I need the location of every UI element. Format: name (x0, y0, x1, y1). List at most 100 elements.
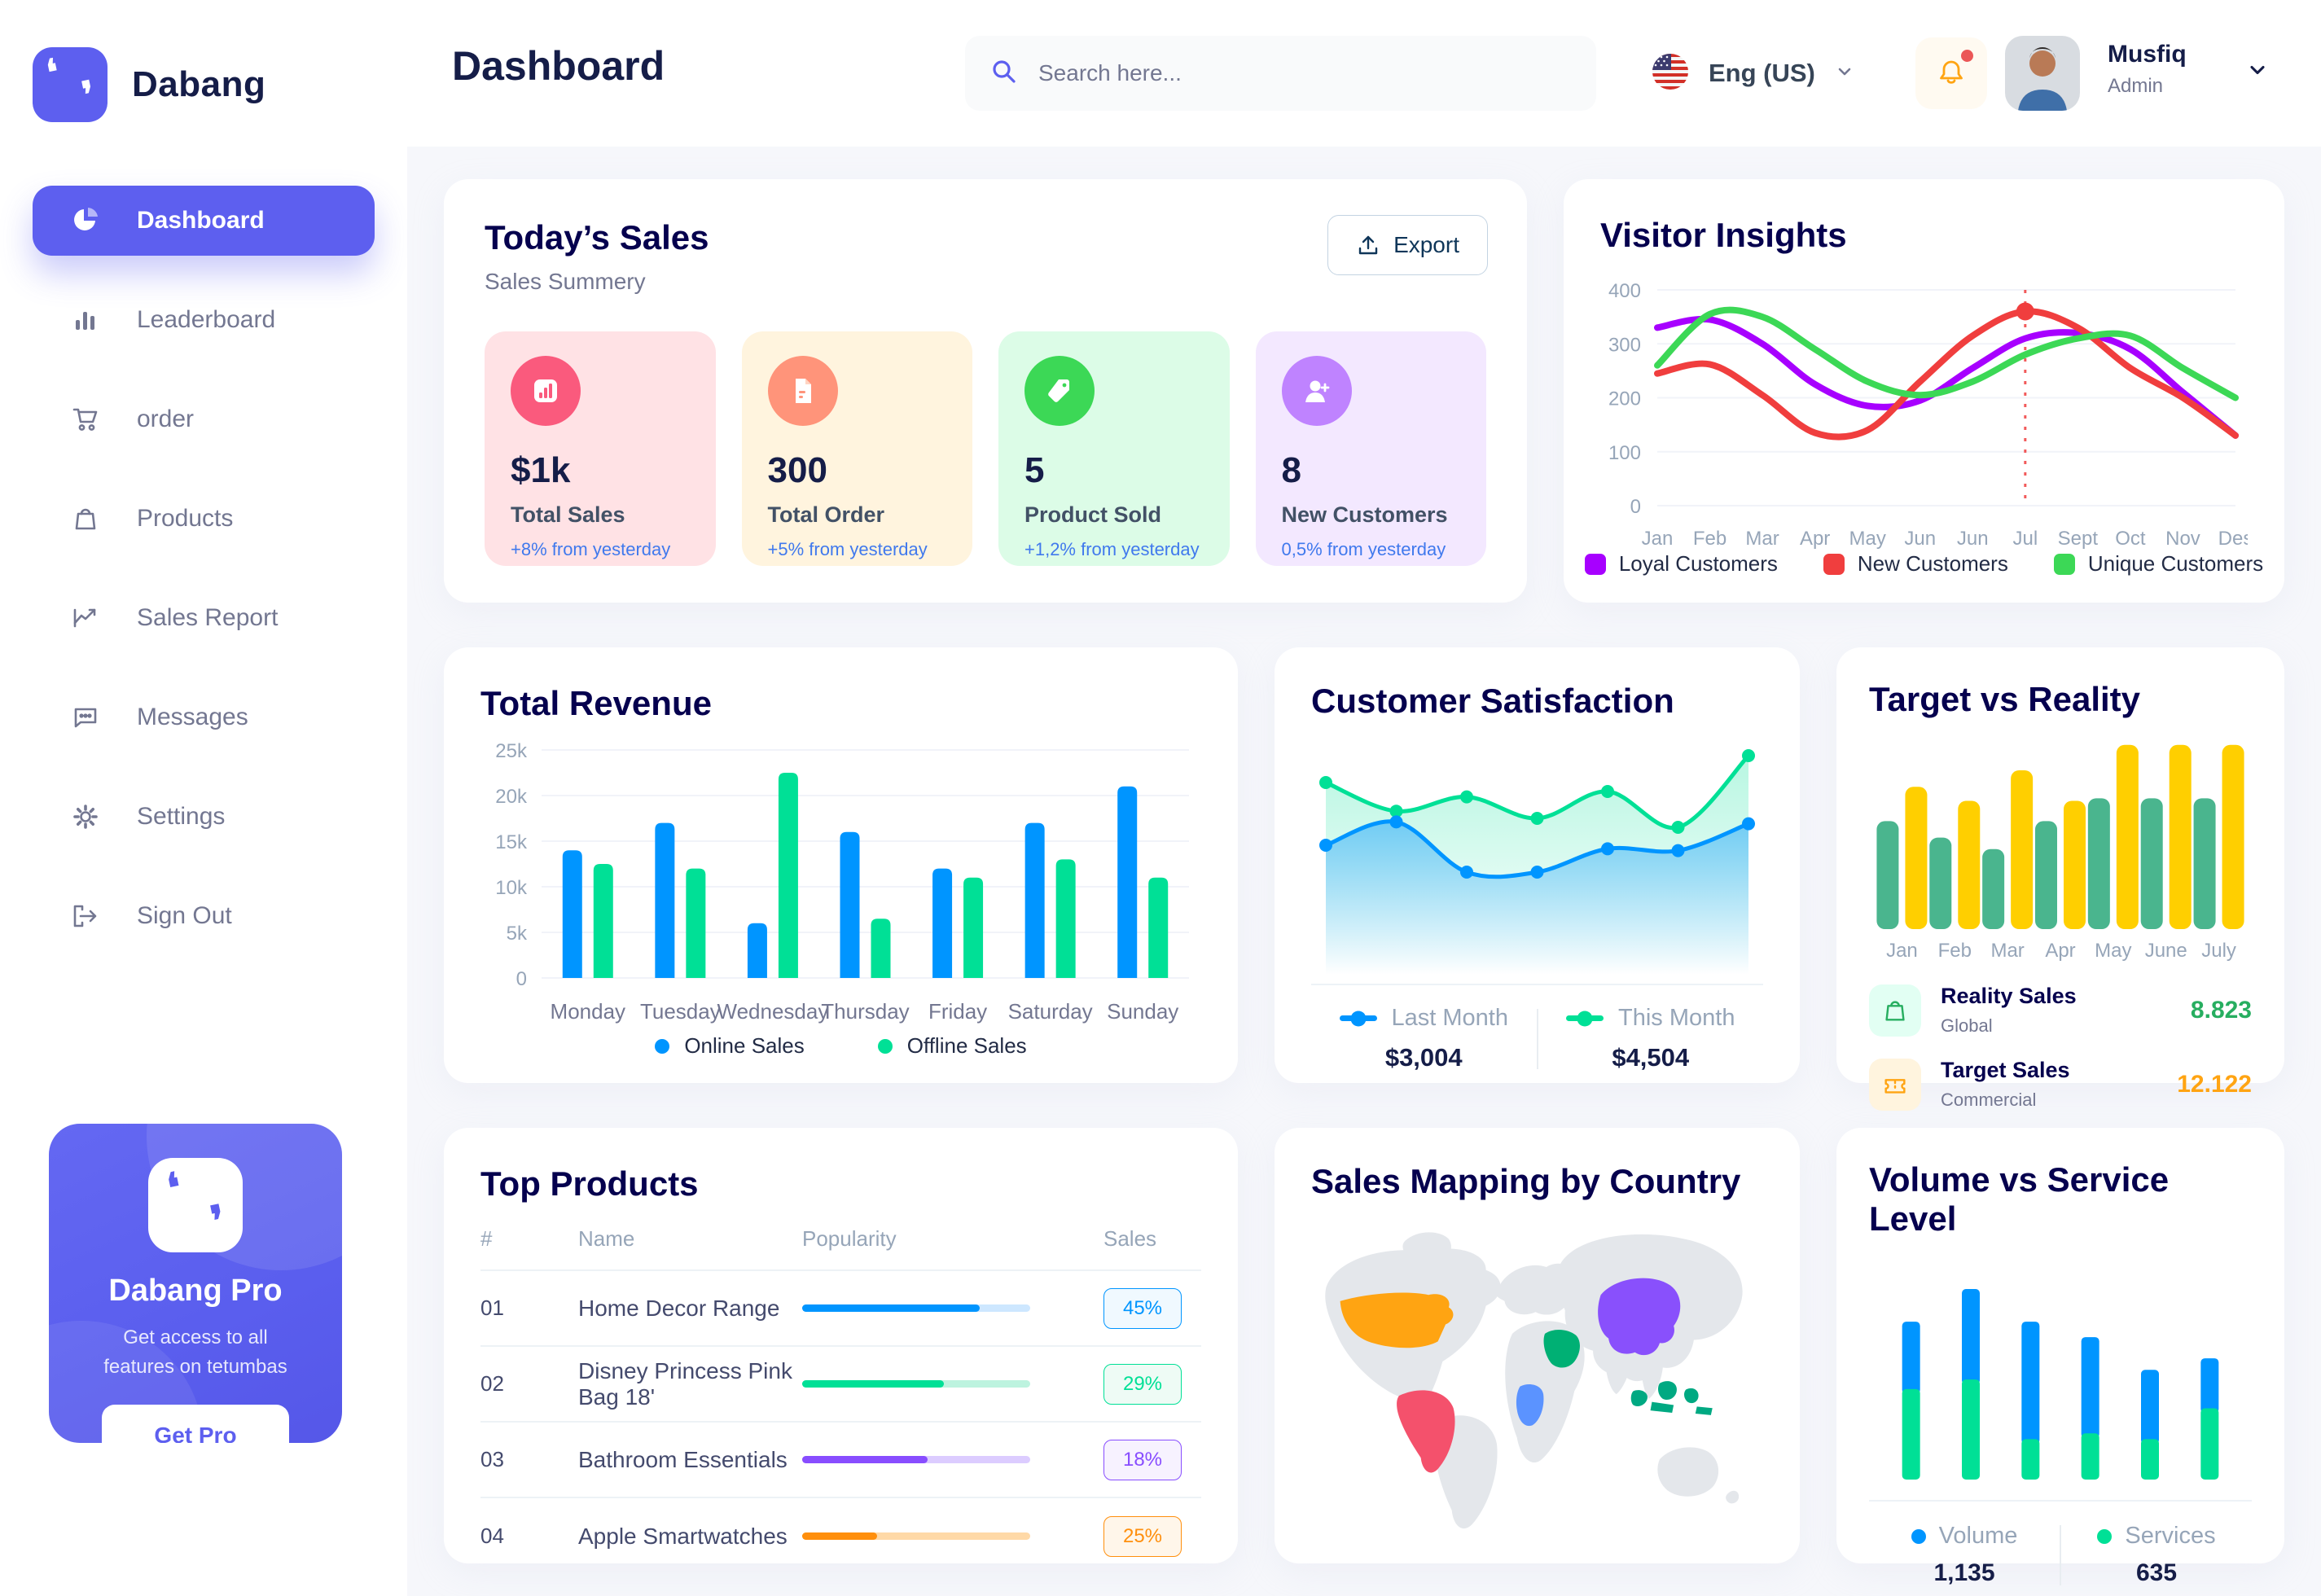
sidebar-item-label: Messages (137, 704, 248, 730)
search-input[interactable] (1038, 60, 1572, 86)
loyal-customers-swatch (1584, 553, 1606, 575)
svg-text:200: 200 (1608, 388, 1641, 410)
customer-satisfaction-title: Customer Satisfaction (1311, 682, 1674, 720)
sidebar-item-label: Sign Out (137, 902, 232, 929)
volume-vs-service-title: Volume vs Service Level (1869, 1160, 2170, 1238)
sidebar-item-leaderboard[interactable]: Leaderboard (33, 285, 375, 355)
svg-text:Sunday: Sunday (1107, 999, 1178, 1024)
svg-text:Tuesday: Tuesday (640, 999, 721, 1024)
user-chevron-down-icon[interactable] (2246, 59, 2269, 86)
last-month-value: $3,004 (1384, 1043, 1463, 1072)
unique-customers-swatch (2053, 553, 2075, 575)
services-legend-item: Services 635 (2061, 1523, 2252, 1587)
cart-icon (70, 404, 101, 435)
todays-sales-card: Today’s Sales Sales Summery Export $1k T… (444, 179, 1527, 603)
sidebar-item-settings[interactable]: Settings (33, 782, 375, 852)
sales-badge: 45% (1103, 1287, 1182, 1329)
new-zealand-shape (1726, 1490, 1740, 1504)
export-button[interactable]: Export (1327, 215, 1488, 275)
australia-shape (1657, 1447, 1719, 1497)
search-bar[interactable] (965, 36, 1596, 111)
sidebar-item-label: Settings (137, 803, 226, 830)
popularity-bar (802, 1380, 1030, 1388)
svg-text:Des: Des (2218, 528, 2248, 550)
svg-text:May: May (2095, 940, 2131, 962)
language-selector[interactable]: Eng (US) (1652, 39, 1854, 107)
svg-text:Nov: Nov (2165, 528, 2200, 550)
bar-chart-icon (70, 305, 101, 335)
user-name: Musfiq (2108, 41, 2187, 68)
sign-out-icon (70, 901, 101, 932)
volume-vs-service-legend: Volume 1,135 Services 635 (1869, 1523, 2252, 1587)
svg-text:Wednesday: Wednesday (717, 999, 829, 1024)
stat-total-order: 300 Total Order +5% from yesterday (741, 331, 972, 566)
search-icon (989, 57, 1019, 90)
europe-shape (1495, 1263, 1579, 1315)
total-revenue-card: Total Revenue 0 5k 10k 15k 20k 25k Monday Tuesd… (444, 647, 1238, 1083)
this-month-marker (1566, 1011, 1604, 1026)
sales-badge: 18% (1103, 1439, 1182, 1480)
sales-badge: 25% (1103, 1515, 1182, 1557)
svg-text:Apr: Apr (1800, 528, 1830, 550)
online-sales-dot (655, 1038, 670, 1054)
customer-satisfaction-card: Customer Satisfaction Last Month $3,004 … (1275, 647, 1800, 1083)
sidebar-item-label: Dashboard (137, 207, 265, 234)
total-revenue-legend: Online Sales Offline Sales (444, 1033, 1238, 1059)
brand: ❛ ❜ Dabang (0, 0, 407, 122)
sidebar-nav: Dashboard Leaderboard order Products Sal… (0, 186, 407, 951)
svg-text:10k: 10k (495, 877, 528, 899)
promo-subtitle: Get access to all features on tetumbas (103, 1326, 287, 1378)
last-month-legend-item: Last Month $3,004 (1311, 1005, 1537, 1072)
country-usa (1340, 1292, 1454, 1348)
tag-icon (1024, 356, 1095, 426)
sidebar-item-label: order (137, 406, 195, 432)
dabang-pro-promo-card: ❛ ❜ Dabang Pro Get access to all features… (49, 1124, 342, 1443)
dabang-logo-icon: ❛ ❜ (33, 47, 107, 122)
us-flag-icon (1652, 53, 1689, 94)
offline-sales-dot (877, 1038, 893, 1054)
sidebar-item-dashboard[interactable]: Dashboard (33, 186, 375, 256)
avatar[interactable] (2005, 36, 2080, 111)
customer-satisfaction-chart (1319, 749, 1755, 975)
top-products-title: Top Products (480, 1164, 699, 1203)
get-pro-button[interactable]: Get Pro (102, 1405, 289, 1443)
sidebar-item-sign-out[interactable]: Sign Out (33, 881, 375, 951)
user-meta: Musfiq Admin (2108, 41, 2187, 98)
services-total: 635 (2135, 1559, 2178, 1586)
volume-vs-service-card: Volume vs Service Level Volume 1,135 Ser… (1836, 1128, 2284, 1586)
sidebar-item-sales-report[interactable]: Sales Report (33, 583, 375, 653)
reality-sales-row: Reality Sales Global 8.823 (1869, 984, 2252, 1037)
topbar: Dashboard Eng (US) Musfiq Admin (407, 0, 2321, 147)
chevron-down-icon (1835, 62, 1854, 86)
notifications-button[interactable] (1915, 37, 1987, 109)
sidebar-item-order[interactable]: order (33, 384, 375, 454)
sidebar-item-products[interactable]: Products (33, 484, 375, 554)
svg-text:Jun: Jun (1957, 528, 1989, 550)
country-saudi-arabia (1543, 1330, 1580, 1368)
table-row[interactable]: 02 Disney Princess Pink Bag 18' 29% (480, 1347, 1201, 1423)
target-sales-value: 12.122 (2177, 1070, 2252, 1098)
table-row[interactable]: 03 Bathroom Essentials 18% (480, 1423, 1201, 1498)
target-sales-row: Target Sales Commercial 12.122 (1869, 1058, 2252, 1111)
svg-text:Feb: Feb (1693, 528, 1726, 550)
target-vs-reality-chart: Jan Feb Mar Apr May June July (1876, 744, 2244, 962)
table-row[interactable]: 01 Home Decor Range 45% (480, 1271, 1201, 1347)
sidebar-item-label: Sales Report (137, 604, 279, 631)
southeast-asia-shape (1641, 1348, 1664, 1399)
divider (1869, 1500, 2252, 1502)
country-brazil (1397, 1390, 1455, 1473)
svg-text:25k: 25k (495, 740, 528, 762)
table-row[interactable]: 04 Apple Smartwatches 25% (480, 1498, 1201, 1574)
new-customer-icon (1281, 356, 1352, 426)
popularity-bar (802, 1304, 1030, 1312)
svg-text:Monday: Monday (551, 999, 626, 1024)
svg-text:Oct: Oct (2115, 528, 2146, 550)
svg-text:Apr: Apr (2045, 940, 2075, 962)
sidebar-item-label: Leaderboard (137, 306, 276, 333)
svg-text:Thursday: Thursday (821, 999, 909, 1024)
target-vs-reality-legend: Reality Sales Global 8.823 Target Sales … (1869, 984, 2252, 1111)
last-month-marker (1339, 1011, 1377, 1026)
brand-name: Dabang (132, 64, 266, 104)
sidebar-item-messages[interactable]: Messages (33, 682, 375, 752)
export-icon (1358, 235, 1378, 255)
